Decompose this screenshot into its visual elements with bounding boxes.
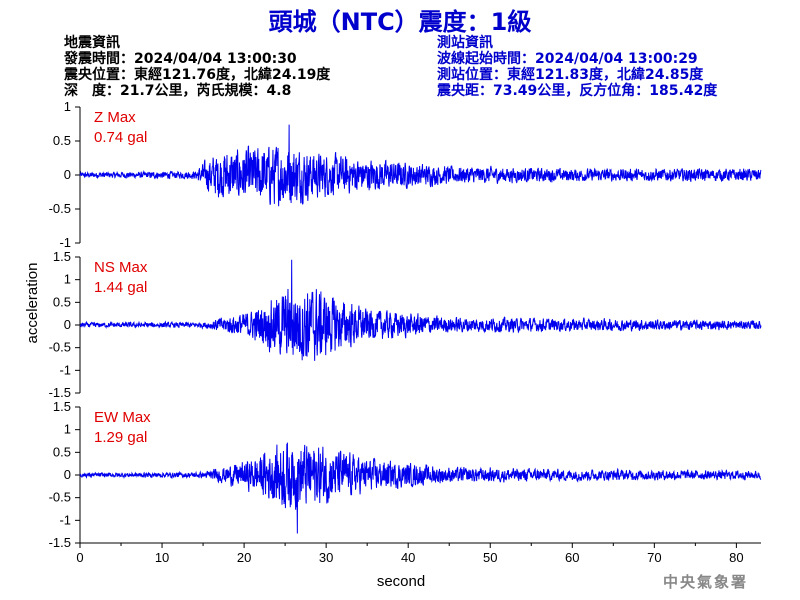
max-value: 0.74 gal	[94, 129, 147, 146]
y-tick-label: -1.5	[49, 535, 71, 550]
y-tick-label: -1.5	[49, 385, 71, 400]
chart-title: 頭城（NTC）震度：1級	[268, 8, 532, 36]
y-tick-label: 1	[64, 272, 71, 287]
x-tick-label: 70	[647, 550, 661, 565]
panel-ns: 1.5 1 0.5 0 -0.5 -1 -1.5 NS Max 1.44 gal	[49, 249, 762, 400]
x-tick-label: 60	[565, 550, 579, 565]
y-tick-label: -1	[59, 362, 71, 377]
x-tick-label: 40	[401, 550, 415, 565]
station-info-heading: 測站資訊	[437, 35, 493, 51]
x-axis-label: second	[377, 573, 425, 590]
y-tick-label: 1.5	[53, 249, 71, 264]
max-value: 1.44 gal	[94, 279, 147, 296]
x-tick-label: 80	[729, 550, 743, 565]
earthquake-info-heading: 地震資訊	[64, 35, 120, 51]
epicentral-distance: 震央距：73.49公里，反方位角：185.42度	[437, 83, 718, 99]
max-value: 1.29 gal	[94, 429, 147, 446]
panel-z: 1 0.5 0 -0.5 -1 Z Max 0.74 gal	[49, 99, 762, 250]
y-tick-label: 1	[64, 422, 71, 437]
max-label: Z Max	[94, 109, 136, 126]
origin-time: 發震時間：2024/04/04 13:00:30	[64, 51, 297, 67]
y-tick-label: -0.5	[49, 490, 71, 505]
y-tick-label: 0.5	[53, 133, 71, 148]
max-label: NS Max	[94, 259, 148, 276]
y-tick-label: -0.5	[49, 201, 71, 216]
depth-magnitude: 深 度：21.7公里，芮氏規模：4.8	[64, 83, 292, 99]
y-tick-label: -1	[59, 512, 71, 527]
y-tick-label: 1	[64, 99, 71, 114]
y-axis-label: acceleration	[24, 263, 41, 344]
x-tick-label: 10	[155, 550, 169, 565]
y-tick-label: 0	[64, 167, 71, 182]
x-tick-label: 0	[76, 550, 83, 565]
y-tick-label: -0.5	[49, 340, 71, 355]
station-location: 測站位置：東經121.83度，北緯24.85度	[437, 67, 704, 83]
waveform-z	[79, 124, 762, 207]
y-tick-label: 0	[64, 467, 71, 482]
epicenter-location: 震央位置：東經121.76度，北緯24.19度	[64, 67, 331, 83]
y-tick-label: 0.5	[53, 294, 71, 309]
x-tick-label: 20	[237, 550, 251, 565]
panel-ew: 1.5 1 0.5 0 -0.5 -1 -1.5 EW Max 1.29 gal	[49, 399, 762, 550]
y-tick-label: 0.5	[53, 444, 71, 459]
station-info: 測站資訊 波線起始時間：2024/04/04 13:00:29 測站位置：東經1…	[437, 35, 717, 99]
waveform-ns	[79, 259, 762, 361]
y-tick-label: -1	[59, 235, 71, 250]
earthquake-info: 地震資訊 發震時間：2024/04/04 13:00:30 震央位置：東經121…	[64, 35, 330, 99]
y-tick-label: 1.5	[53, 399, 71, 414]
max-label: EW Max	[94, 409, 151, 426]
y-tick-label: 0	[64, 317, 71, 332]
wave-start-time: 波線起始時間：2024/04/04 13:00:29	[437, 51, 698, 67]
waveform-ew	[79, 442, 762, 534]
agency-footer: 中央氣象署	[662, 573, 748, 591]
x-tick-label: 30	[319, 550, 333, 565]
x-tick-label: 50	[483, 550, 497, 565]
